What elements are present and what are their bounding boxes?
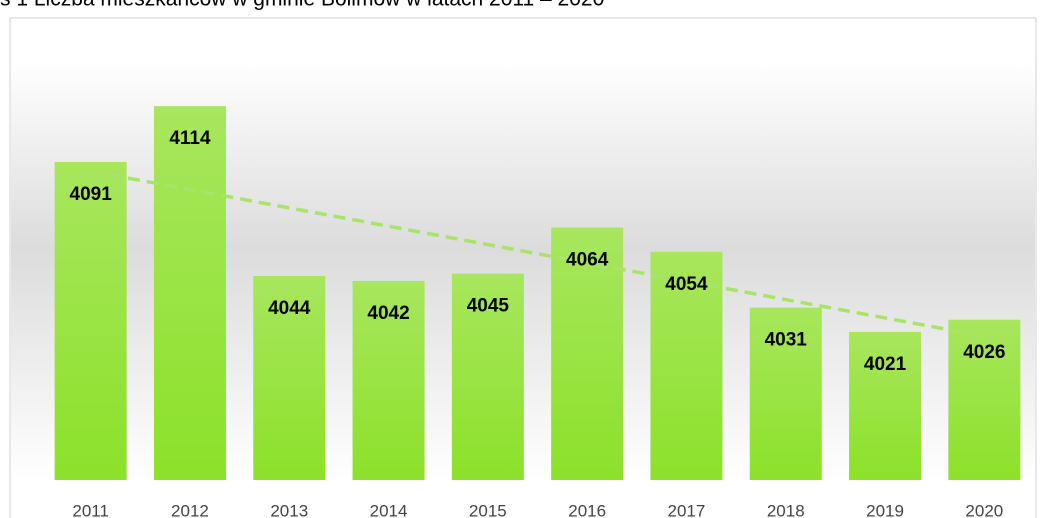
bar: [849, 331, 922, 480]
x-tick-label: 2011: [72, 501, 109, 518]
bar: [352, 280, 425, 480]
x-tick-label: 2015: [469, 501, 507, 518]
bar: [54, 161, 127, 480]
x-tick-label: 2016: [568, 501, 606, 518]
x-tick-label: 2013: [270, 501, 308, 518]
chart-title: s 1 Liczba mieszkańców w gminie Bolimów …: [0, 0, 604, 11]
data-label: 4026: [963, 342, 1005, 363]
x-tick-label: 2017: [668, 501, 706, 518]
x-tick-label: 2020: [965, 501, 1003, 518]
data-label: 4091: [70, 184, 113, 205]
data-label: 4044: [268, 298, 311, 319]
data-label: 4031: [765, 330, 808, 351]
data-label: 4045: [467, 296, 510, 317]
bar: [451, 273, 524, 480]
bar: [253, 276, 326, 480]
data-label: 4042: [367, 303, 409, 324]
bar: [948, 319, 1021, 480]
data-label: 4064: [566, 250, 609, 271]
bar: [650, 251, 723, 480]
x-tick-label: 2014: [370, 501, 408, 518]
data-label: 4114: [169, 128, 211, 149]
bar: [551, 227, 624, 480]
data-label: 4054: [665, 274, 708, 295]
bar: [153, 106, 226, 480]
data-label: 4021: [864, 354, 907, 375]
x-tick-label: 2012: [171, 501, 209, 518]
bar: [749, 307, 822, 480]
x-tick-label: 2019: [866, 501, 904, 518]
x-tick-label: 2018: [767, 501, 805, 518]
